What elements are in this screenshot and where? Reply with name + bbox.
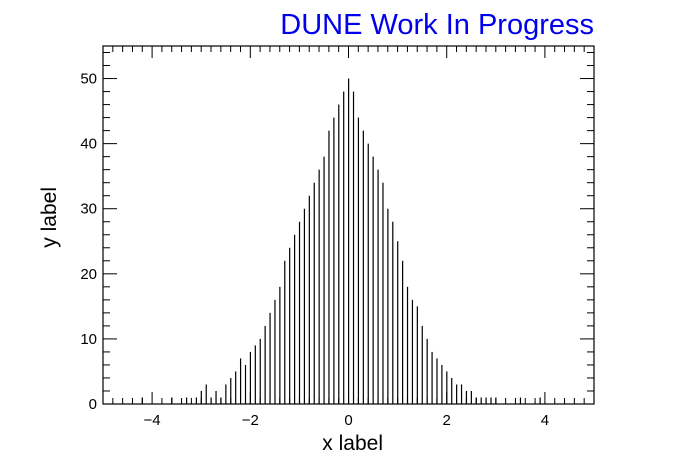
- y-tick-label: 50: [80, 71, 97, 88]
- y-tick-label: 30: [80, 201, 97, 218]
- histogram-bin: [279, 286, 281, 404]
- x-tick-label: 4: [541, 412, 549, 429]
- x-tick-label: −2: [242, 412, 259, 429]
- histogram-bin: [421, 325, 423, 404]
- histogram-bin: [367, 143, 369, 404]
- histogram-bin: [215, 390, 217, 404]
- data-layer: [141, 78, 541, 405]
- histogram-bin: [465, 390, 468, 404]
- histogram-bin: [343, 91, 345, 404]
- x-axis-label: x label: [322, 432, 383, 455]
- histogram-bin: [333, 117, 335, 404]
- histogram-bin: [259, 338, 261, 404]
- histogram-bin: [456, 384, 458, 404]
- y-axis-label: y label: [38, 187, 61, 248]
- histogram-bin: [539, 397, 541, 404]
- histogram-bin: [254, 345, 256, 404]
- x-tick-label: −4: [144, 412, 161, 429]
- x-tick-label: 2: [443, 412, 451, 429]
- histogram-bin: [308, 195, 310, 404]
- histogram-bin: [387, 208, 389, 404]
- histogram-bin: [313, 182, 315, 404]
- x-tick-label: 0: [344, 412, 352, 429]
- histogram-bin: [377, 169, 379, 404]
- histogram-bin: [402, 260, 404, 404]
- histogram-bin: [338, 104, 340, 404]
- histogram-bin: [303, 208, 306, 404]
- y-tick-label: 40: [80, 136, 97, 153]
- y-tick-label: 0: [89, 396, 97, 413]
- histogram-bin: [225, 384, 227, 404]
- histogram-bin: [264, 325, 266, 404]
- histogram-bin: [406, 286, 409, 404]
- histogram-bin: [249, 351, 252, 404]
- histogram-bin: [519, 397, 522, 404]
- histogram-bin: [357, 117, 360, 404]
- histogram-bin: [294, 234, 296, 404]
- histogram-bin: [372, 156, 374, 404]
- histogram-bin: [446, 371, 448, 404]
- histogram-bin: [397, 241, 399, 404]
- y-tick-label: 10: [80, 331, 97, 348]
- histogram-bin: [431, 351, 433, 404]
- histogram-bin: [289, 247, 291, 404]
- histogram-bin: [362, 130, 364, 404]
- histogram-bin: [195, 397, 197, 404]
- ticks-layer: [102, 46, 595, 405]
- histogram-bin: [323, 156, 325, 404]
- histogram-bin: [411, 299, 414, 404]
- histogram-bin: [318, 169, 320, 404]
- histogram-bin: [382, 182, 384, 404]
- histogram-bin: [480, 397, 482, 404]
- histogram-bin: [352, 91, 355, 404]
- histogram-bin: [470, 390, 472, 404]
- histogram-bin: [460, 384, 463, 404]
- histogram-bin: [274, 299, 276, 404]
- chart-title: DUNE Work In Progress: [280, 9, 594, 41]
- histogram-bin: [348, 78, 350, 405]
- histogram-bin: [235, 371, 237, 404]
- histogram-bin: [328, 130, 330, 404]
- histogram-bin: [392, 221, 394, 404]
- histogram-bin: [436, 358, 438, 404]
- histogram-bin: [441, 364, 443, 404]
- histogram-bin: [244, 364, 247, 404]
- histogram-bin: [284, 260, 286, 404]
- histogram-bin: [185, 397, 188, 404]
- histogram-bin: [230, 377, 232, 404]
- histogram-bin: [205, 384, 207, 404]
- y-tick-label: 20: [80, 266, 97, 283]
- histogram-bin: [269, 312, 271, 404]
- histogram-bin: [426, 338, 428, 404]
- histogram-bin: [416, 306, 418, 404]
- histogram-bin: [490, 397, 492, 404]
- histogram-bin: [239, 358, 242, 404]
- histogram-bin: [451, 377, 453, 404]
- histogram-bin: [298, 221, 301, 404]
- histogram-bin: [200, 390, 202, 404]
